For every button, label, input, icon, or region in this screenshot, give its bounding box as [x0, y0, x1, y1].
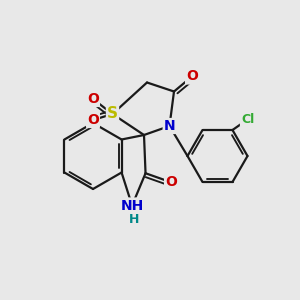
Text: S: S	[107, 106, 118, 122]
Text: O: O	[87, 92, 99, 106]
Text: NH: NH	[121, 199, 144, 212]
Text: O: O	[165, 175, 177, 189]
Text: H: H	[128, 212, 139, 226]
Text: O: O	[186, 70, 198, 83]
Text: Cl: Cl	[241, 113, 254, 126]
Text: O: O	[87, 113, 99, 127]
Text: N: N	[164, 119, 175, 133]
